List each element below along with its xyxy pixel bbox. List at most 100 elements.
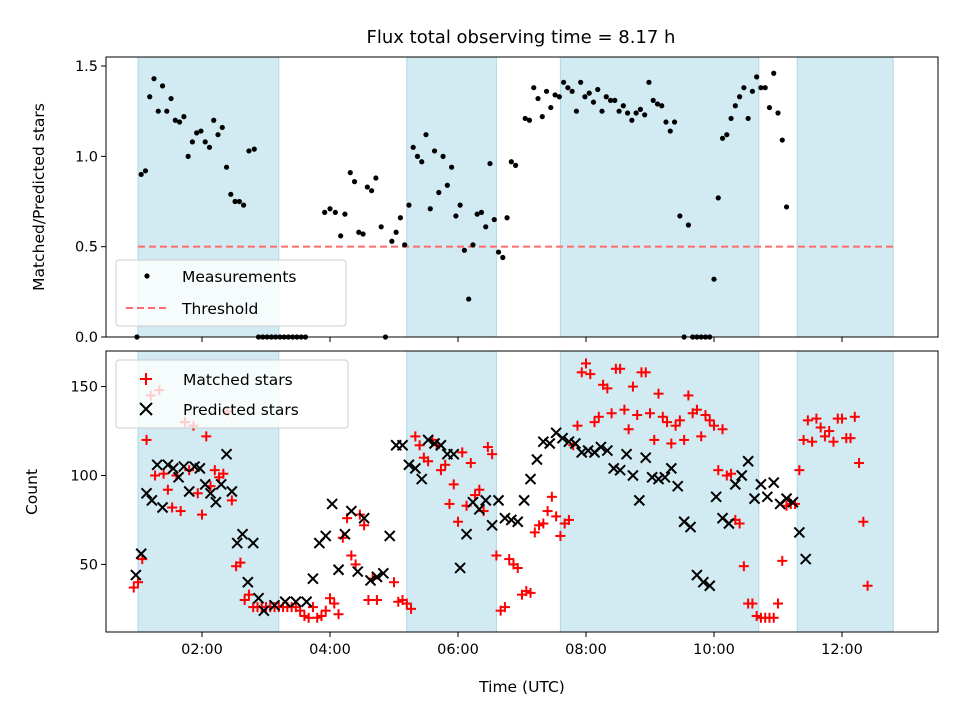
matched-star-point [243,589,254,600]
matched-star-point [363,594,374,605]
predicted-star-point [428,437,441,450]
matched-star-point [465,458,476,469]
predicted-star-point [633,494,646,507]
measurement-point [762,85,768,91]
measurement-point [766,104,773,111]
predicted-star-point [300,596,313,608]
matched-star-point [325,593,335,604]
measurement-point [215,132,221,138]
matched-star-point [653,388,664,399]
predicted-star-point [242,576,254,588]
measurement-point [561,79,567,85]
measurement-point [637,106,644,112]
matched-star-point [329,598,340,609]
measurement-point [659,103,665,109]
measurement-point [373,175,379,181]
matched-star-point [359,520,370,531]
measurement-point [671,119,678,125]
x-tick-label: 06:00 [437,642,479,658]
y-tick-label: 100 [70,468,98,484]
predicted-star-point [563,435,575,448]
measurement-point [548,104,554,111]
matched-star-point [542,506,553,517]
measurement-point [719,135,726,141]
measurement-point [556,94,562,100]
y-tick-label: 0.0 [75,330,98,346]
matched-star-point [307,602,318,613]
measurement-point [431,148,438,154]
matched-star-point [218,468,229,479]
legend-marker-matched [140,373,152,385]
predicted-star-point [627,469,639,482]
x-tick-label: 10:00 [693,642,735,658]
matched-star-point [674,415,685,426]
matched-star-point [734,518,745,529]
measurement-point [360,231,366,237]
measurement-point [181,114,187,120]
predicted-star-point [162,459,174,471]
predicted-star-point [178,460,190,473]
matched-star-point [555,530,566,541]
predicted-star-point [307,572,319,585]
predicted-star-point [723,517,735,530]
measurement-point [436,189,442,196]
predicted-star-point [247,537,259,549]
measurement-point [219,124,225,131]
matched-star-point [201,431,212,442]
measurement-point [402,242,408,248]
matched-star-point [623,424,634,435]
measurement-point [642,112,648,118]
matched-star-point [133,577,143,588]
predicted-star-point [729,478,742,491]
matched-star-point [602,383,613,394]
predicted-star-point [672,480,684,492]
measurement-point [779,137,785,143]
measurement-point [414,153,421,159]
predicted-star-point [332,564,345,576]
measurement-point [586,90,592,96]
matched-star-point [824,426,835,437]
measurement-point [427,206,433,212]
measurement-point [338,233,344,239]
x-tick-label: 08:00 [565,642,607,658]
predicted-star-point [403,459,415,471]
predicted-star-point [768,476,780,489]
matched-star-point [303,612,314,623]
measurement-point [168,95,174,102]
matched-star-point [316,610,327,621]
predicted-star-point [620,448,633,460]
matched-star-point [768,612,779,623]
measurement-point [487,160,493,167]
predicted-star-point [704,580,716,592]
matched-star-point [615,363,626,374]
legend-label-predicted: Predicted stars [183,401,299,419]
measurement-point [147,94,153,100]
predicted-star-point [665,462,678,475]
measurement-point [616,108,622,114]
matched-star-point [606,408,617,419]
legend-marker-predicted [139,402,153,416]
predicted-star-point [473,503,486,515]
measurement-point [241,202,247,208]
predicted-star-point [231,537,243,549]
predicted-star-point [531,453,543,466]
count-y-axis-label: Count [23,469,41,515]
measurement-point [685,222,692,228]
matched-star-point [371,594,382,605]
matched-star-point [585,369,596,380]
matched-star-point [794,465,805,476]
measurement-point [573,108,580,114]
legend-label-measurements: Measurements [182,268,297,286]
observing-window-band [559,350,760,633]
matched-star-point [670,420,681,431]
predicted-star-point [755,478,767,491]
matched-star-point [175,506,186,517]
measurement-point [543,88,550,94]
predicted-star-point [556,432,569,444]
y-tick-label: 0.5 [75,240,98,256]
predicted-star-point [697,576,710,588]
predicted-star-point [435,439,447,451]
measurement-point [177,119,183,125]
measurement-point [531,85,537,91]
measurement-point [393,229,399,235]
